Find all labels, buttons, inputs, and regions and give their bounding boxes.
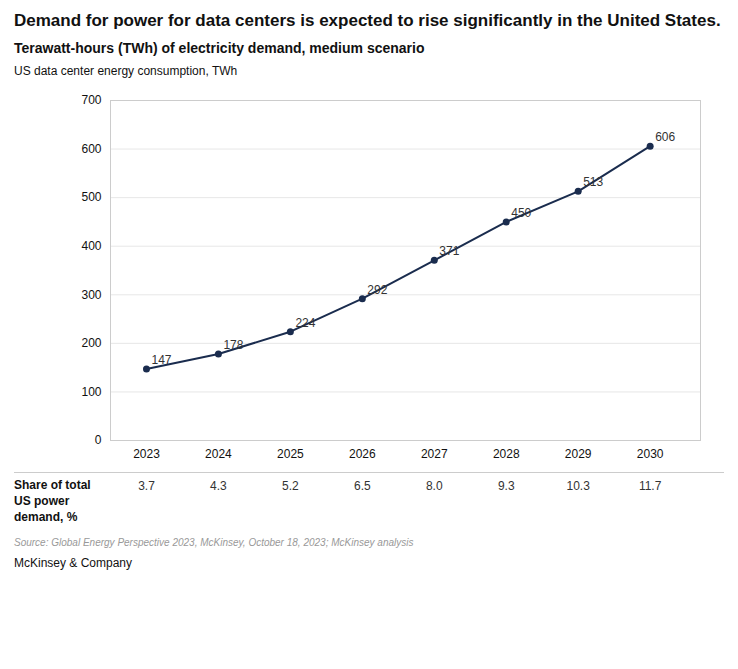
svg-text:371: 371 — [439, 244, 459, 258]
svg-text:11.711.7: 11.711.7 — [639, 479, 662, 493]
svg-text:500: 500 — [81, 191, 101, 205]
svg-text:2028: 2028 — [493, 447, 520, 461]
svg-text:147: 147 — [151, 353, 171, 367]
svg-text:178: 178 — [223, 338, 243, 352]
svg-text:5.25.2: 5.25.2 — [282, 479, 299, 493]
svg-text:400: 400 — [81, 239, 101, 253]
svg-text:2024: 2024 — [205, 447, 232, 461]
svg-text:8.08: 8.08 — [426, 479, 443, 493]
html-text:Terawatt-hours (TWh) of electr: Terawatt-hours (TWh) of electricity dema… — [14, 40, 425, 57]
svg-text:300: 300 — [81, 288, 101, 302]
svg-text:2027: 2027 — [421, 447, 448, 461]
svg-text:2026: 2026 — [349, 447, 376, 461]
svg-text:4.34.3: 4.34.3 — [210, 479, 227, 493]
svg-text:6.56.5: 6.56.5 — [354, 479, 371, 493]
svg-text:9.39.3: 9.39.3 — [498, 479, 515, 493]
svg-text:100: 100 — [81, 385, 101, 399]
svg-text:2023: 2023 — [133, 447, 160, 461]
html-text:Share of total US power demand: Share of total US power demand, % — [14, 478, 91, 525]
svg-text:224: 224 — [295, 316, 315, 330]
svg-text:606: 606 — [655, 130, 675, 144]
svg-text:292: 292 — [367, 283, 387, 297]
svg-text:3.73.7: 3.73.7 — [138, 479, 155, 493]
svg-text:200: 200 — [81, 336, 101, 350]
svg-text:2025: 2025 — [277, 447, 304, 461]
html-text:Demand for power for data cent: Demand for power for data centers is exp… — [14, 11, 721, 30]
svg-text:10.310.3: 10.310.3 — [567, 479, 591, 493]
svg-text:2029: 2029 — [565, 447, 592, 461]
html-text:US data center energy consumpt: US data center energy consumption, TWh — [14, 64, 238, 79]
svg-text:2030: 2030 — [637, 447, 664, 461]
svg-text:0: 0 — [95, 433, 102, 447]
svg-text:450: 450 — [511, 206, 531, 220]
svg-text:600: 600 — [81, 142, 101, 156]
svg-text:513: 513 — [583, 175, 603, 189]
svg-text:700: 700 — [81, 93, 101, 107]
html-text:McKinsey & Company: McKinsey & Company — [14, 556, 132, 571]
html-text:Source: Global Energy Perspect: Source: Global Energy Perspective 2023, … — [14, 537, 414, 549]
